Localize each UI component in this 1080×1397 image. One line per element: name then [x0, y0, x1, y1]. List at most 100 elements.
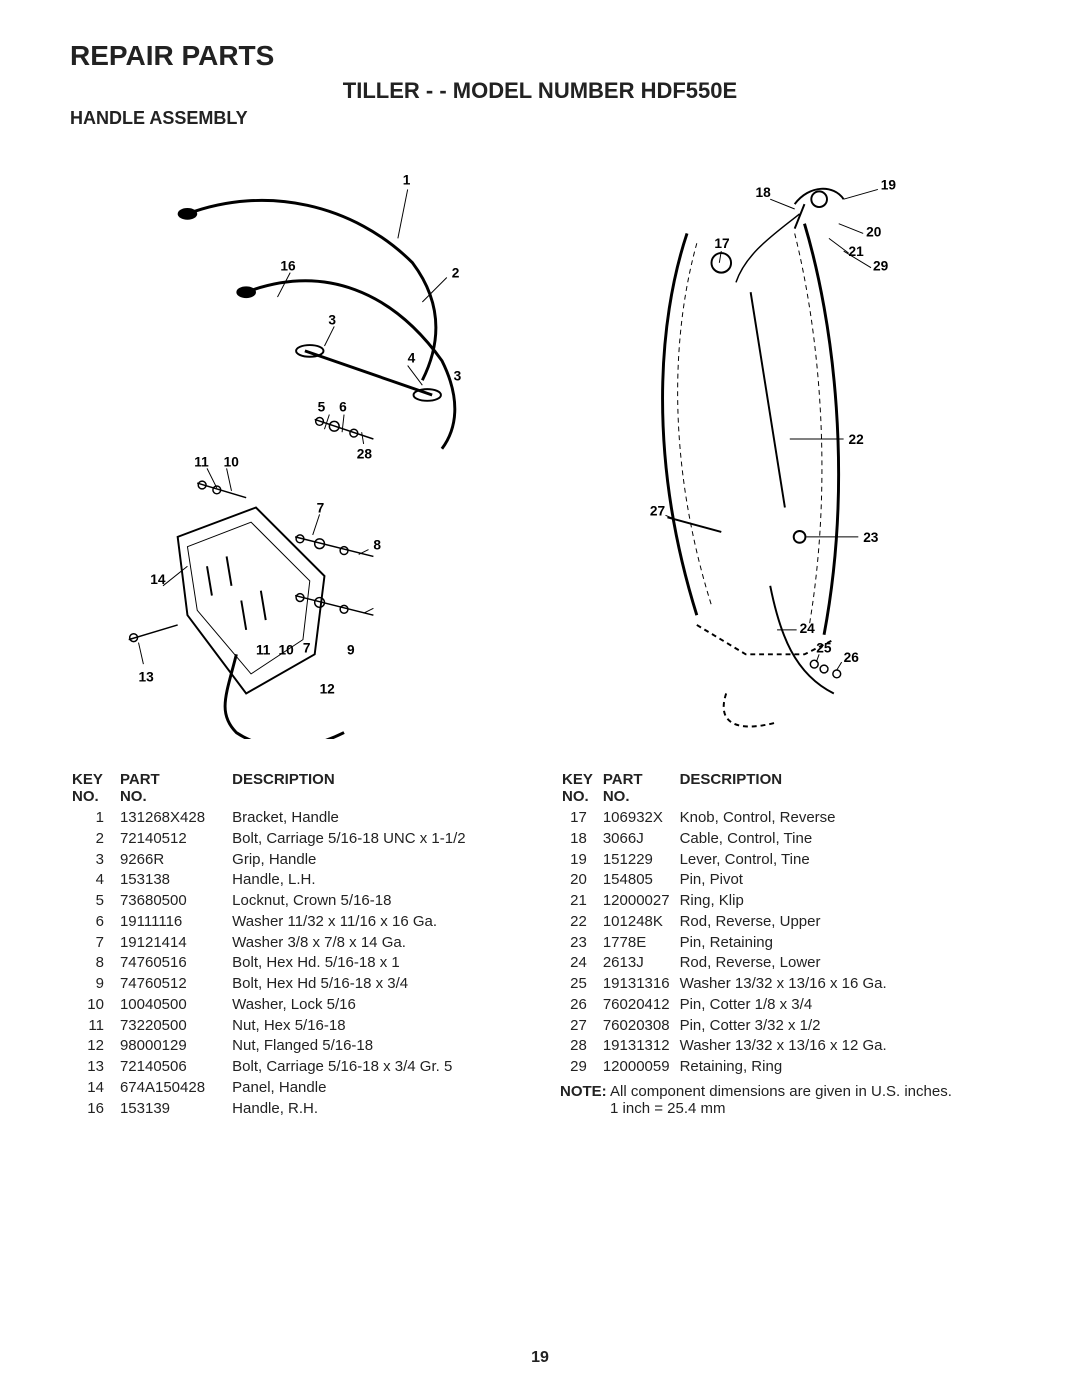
- table-row: 1372140506Bolt, Carriage 5/16-18 x 3/4 G…: [72, 1058, 518, 1077]
- table-row: 1298000129Nut, Flanged 5/16-18: [72, 1037, 518, 1056]
- cell-desc: Bolt, Hex Hd. 5/16-18 x 1: [232, 954, 518, 973]
- cell-keyno: 19: [562, 851, 601, 870]
- section-title: HANDLE ASSEMBLY: [70, 108, 1010, 129]
- cell-keyno: 7: [72, 934, 118, 953]
- cell-keyno: 6: [72, 913, 118, 932]
- cell-keyno: 22: [562, 913, 601, 932]
- cell-desc: Nut, Hex 5/16-18: [232, 1017, 518, 1036]
- cell-keyno: 27: [562, 1017, 601, 1036]
- cell-keyno: 28: [562, 1037, 601, 1056]
- callout-7b: 7: [303, 640, 311, 655]
- cell-partno: 98000129: [120, 1037, 230, 1056]
- cell-keyno: 11: [72, 1017, 118, 1036]
- cell-keyno: 14: [72, 1079, 118, 1098]
- cell-keyno: 4: [72, 871, 118, 890]
- callout-28: 28: [357, 447, 373, 462]
- callout-7a: 7: [317, 500, 325, 515]
- table-row: 4153138Handle, L.H.: [72, 871, 518, 890]
- callout-27: 27: [650, 503, 666, 518]
- note-label: NOTE:: [560, 1083, 607, 1100]
- cell-keyno: 26: [562, 996, 601, 1015]
- parts-table-right: KEYNO. PARTNO. DESCRIPTION 17106932XKnob…: [560, 769, 897, 1079]
- cell-keyno: 25: [562, 975, 601, 994]
- cell-keyno: 21: [562, 892, 601, 911]
- cell-partno: 19131312: [603, 1037, 678, 1056]
- cell-partno: 73680500: [120, 892, 230, 911]
- cell-desc: Pin, Cotter 1/8 x 3/4: [680, 996, 895, 1015]
- cell-desc: Washer 13/32 x 13/16 x 12 Ga.: [680, 1037, 895, 1056]
- callout-8: 8: [373, 538, 381, 553]
- cell-partno: 12000027: [603, 892, 678, 911]
- cell-keyno: 9: [72, 975, 118, 994]
- cell-desc: Rod, Reverse, Lower: [680, 954, 895, 973]
- callout-3b: 3: [454, 368, 462, 383]
- cell-partno: 1778E: [603, 934, 678, 953]
- callout-25: 25: [816, 640, 832, 655]
- cell-partno: 154805: [603, 871, 678, 890]
- cell-desc: Pin, Cotter 3/32 x 1/2: [680, 1017, 895, 1036]
- cell-desc: Handle, R.H.: [232, 1100, 518, 1119]
- cell-desc: Ring, Klip: [680, 892, 895, 911]
- table-row: 719121414Washer 3/8 x 7/8 x 14 Ga.: [72, 934, 518, 953]
- table-row: 16153139Handle, R.H.: [72, 1100, 518, 1119]
- table-row: 2776020308Pin, Cotter 3/32 x 1/2: [562, 1017, 895, 1036]
- diagram-right: 17 18 19 20 21 22 23 24 25 26 27 29: [550, 139, 1010, 739]
- diagram-left: 1 2 3 3 4 5 6 7 7 8 9 10 10 11 11 12 13 …: [70, 139, 530, 739]
- table-row: 22101248KRod, Reverse, Upper: [562, 913, 895, 932]
- callout-18: 18: [756, 185, 772, 200]
- cell-desc: Handle, L.H.: [232, 871, 518, 890]
- cell-keyno: 13: [72, 1058, 118, 1077]
- cell-keyno: 17: [562, 809, 601, 828]
- callout-6: 6: [339, 400, 347, 415]
- callout-10a: 10: [224, 454, 240, 469]
- table-row: 1173220500Nut, Hex 5/16-18: [72, 1017, 518, 1036]
- cell-partno: 12000059: [603, 1058, 678, 1077]
- cell-partno: 106932X: [603, 809, 678, 828]
- callout-9: 9: [347, 642, 355, 657]
- parts-tables: KEYNO. PARTNO. DESCRIPTION 1131268X428Br…: [70, 769, 1010, 1120]
- cell-desc: Washer 13/32 x 13/16 x 16 Ga.: [680, 975, 895, 994]
- cell-keyno: 8: [72, 954, 118, 973]
- note-text2: 1 inch = 25.4 mm: [610, 1100, 725, 1117]
- table-row: 2676020412Pin, Cotter 1/8 x 3/4: [562, 996, 895, 1015]
- cell-desc: Bolt, Carriage 5/16-18 UNC x 1-1/2: [232, 830, 518, 849]
- page-title: REPAIR PARTS: [70, 40, 1010, 72]
- cell-partno: 19121414: [120, 934, 230, 953]
- callout-16: 16: [280, 259, 296, 274]
- callout-24: 24: [800, 621, 816, 636]
- cell-desc: Cable, Control, Tine: [680, 830, 895, 849]
- cell-keyno: 18: [562, 830, 601, 849]
- callout-10b: 10: [278, 642, 294, 657]
- cell-keyno: 20: [562, 871, 601, 890]
- parts-table-left: KEYNO. PARTNO. DESCRIPTION 1131268X428Br…: [70, 769, 520, 1120]
- cell-desc: Lever, Control, Tine: [680, 851, 895, 870]
- cell-keyno: 29: [562, 1058, 601, 1077]
- cell-partno: 10040500: [120, 996, 230, 1015]
- callout-23: 23: [863, 530, 879, 545]
- cell-partno: 2613J: [603, 954, 678, 973]
- table-row: 1131268X428Bracket, Handle: [72, 809, 518, 828]
- cell-keyno: 12: [72, 1037, 118, 1056]
- table-row: 19151229Lever, Control, Tine: [562, 851, 895, 870]
- cell-desc: Knob, Control, Reverse: [680, 809, 895, 828]
- callout-19: 19: [881, 177, 897, 192]
- cell-desc: Bolt, Hex Hd 5/16-18 x 3/4: [232, 975, 518, 994]
- cell-keyno: 3: [72, 851, 118, 870]
- table-row: 2912000059Retaining, Ring: [562, 1058, 895, 1077]
- cell-partno: 74760516: [120, 954, 230, 973]
- table-row: 183066JCable, Control, Tine: [562, 830, 895, 849]
- table-row: 619111116Washer 11/32 x 11/16 x 16 Ga.: [72, 913, 518, 932]
- callout-22: 22: [849, 432, 865, 447]
- cell-keyno: 16: [72, 1100, 118, 1119]
- cell-partno: 101248K: [603, 913, 678, 932]
- cell-partno: 153139: [120, 1100, 230, 1119]
- cell-partno: 131268X428: [120, 809, 230, 828]
- table-row: 2519131316Washer 13/32 x 13/16 x 16 Ga.: [562, 975, 895, 994]
- cell-keyno: 24: [562, 954, 601, 973]
- callout-4: 4: [408, 351, 416, 366]
- col-keyno: KEYNO.: [562, 771, 601, 807]
- cell-partno: 3066J: [603, 830, 678, 849]
- callout-11a: 11: [194, 454, 209, 469]
- cell-desc: Pin, Pivot: [680, 871, 895, 890]
- model-title: TILLER - - MODEL NUMBER HDF550E: [70, 78, 1010, 104]
